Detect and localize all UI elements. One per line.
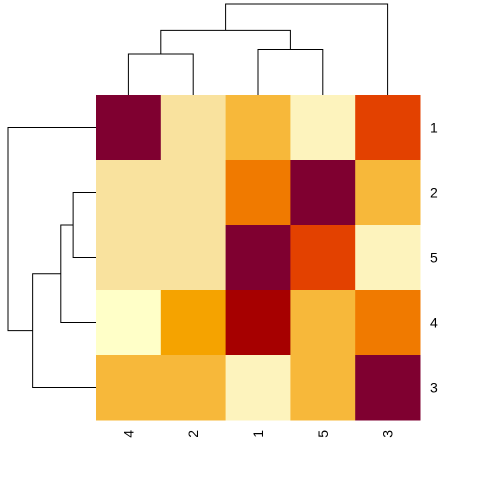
heatmap-cell-r4-c5 [290,290,356,356]
column-label-3: 3 [380,430,396,438]
heatmap-cell-r1-c4 [96,95,162,161]
row-dendrogram-link-3 [7,127,96,332]
row-label-2: 2 [430,185,438,201]
heatmap-cell-r3-c5 [290,355,356,421]
heatmap-cell-r5-c2 [160,225,227,291]
heatmap-cell-r3-c3 [355,355,421,421]
heatmap-cell-r3-c2 [160,355,227,421]
heatmap-cell-r5-c1 [225,225,291,291]
col-dendrogram-link-3 [225,3,389,95]
column-label-4: 4 [120,430,136,438]
heatmap-cell-r1-c2 [160,95,227,161]
heatmap-cell-r4-c2 [160,290,227,356]
heatmap-cells [96,95,421,421]
heatmap-cell-r2-c1 [225,160,291,226]
row-label-3: 3 [430,380,438,396]
col-dendrogram-link-2 [160,29,291,55]
heatmap-cell-r5-c3 [355,225,421,291]
row-dendrogram-link-1 [60,224,96,323]
heatmap-cell-r3-c4 [96,355,162,421]
heatmap-cell-r4-c3 [355,290,421,356]
heatmap-cell-r4-c4 [96,290,162,356]
heatmap-cell-r2-c3 [355,160,421,226]
col-dendrogram-link-1 [257,49,324,95]
heatmap-cell-r2-c4 [96,160,162,226]
heatmap-cell-r2-c2 [160,160,227,226]
col-dendrogram-link-0 [127,53,194,95]
row-label-4: 4 [430,315,438,331]
heatmap-cell-r1-c5 [290,95,356,161]
row-dendrogram-link-2 [32,273,96,388]
row-dendrogram [7,127,96,388]
column-label-5: 5 [315,430,331,438]
column-label-2: 2 [185,430,201,438]
heatmap-cell-r3-c1 [225,355,291,421]
column-tick-labels: 4 2 1 5 3 [120,430,395,438]
heatmap-cell-r1-c3 [355,95,421,161]
row-label-5: 5 [430,250,438,266]
row-dendrogram-link-0 [72,192,96,258]
heatmap-cell-r5-c5 [290,225,356,291]
row-tick-labels: 1 2 5 4 3 [430,120,438,396]
heatmap-cell-r2-c5 [290,160,356,226]
heatmap-cell-r1-c1 [225,95,291,161]
column-dendrogram [127,3,389,95]
heatmap-cell-r4-c1 [225,290,291,356]
column-label-1: 1 [250,430,266,438]
row-label-1: 1 [430,120,438,136]
heatmap-cell-r5-c4 [96,225,162,291]
